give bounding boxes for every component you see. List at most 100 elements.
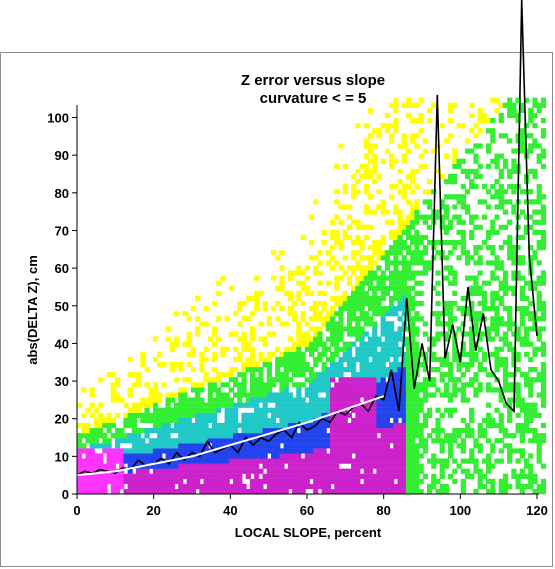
density-cell [110,387,116,393]
density-cell [359,306,365,312]
density-cell [490,224,496,230]
density-cell [418,478,424,485]
density-cell [473,438,479,444]
density-cell [207,382,213,388]
density-cell [325,280,331,286]
density-cell [372,489,378,495]
density-cell [363,402,369,408]
density-cell [211,356,218,363]
density-cell [186,377,192,383]
density-cell [313,489,319,495]
density-cell [216,453,222,459]
density-cell [414,402,420,408]
density-cell [300,433,306,439]
density-cell [275,397,281,403]
density-cell [283,351,289,357]
density-cell [249,367,256,373]
density-cell [536,245,542,251]
density-cell [321,239,327,246]
density-cell [144,433,150,439]
density-cell [114,377,121,383]
density-cell [460,204,466,210]
density-cell [486,326,492,332]
density-cell [405,489,412,495]
density-cell [308,336,315,342]
density-cell [317,280,323,286]
density-cell [161,422,167,429]
density-cell [401,260,407,266]
density-cell [216,438,222,444]
density-cell [393,438,399,444]
density-cell [287,402,294,408]
density-cell [486,234,492,241]
density-cell [330,443,336,449]
density-cell [224,372,230,378]
density-cell [355,397,361,403]
density-cell [123,417,129,424]
density-cell [460,199,466,205]
density-cell [435,458,441,464]
density-cell [515,367,521,373]
density-cell [410,489,416,495]
density-cell [342,438,348,444]
density-cell [477,433,483,439]
density-cell [355,321,361,327]
density-cell [380,417,386,424]
density-cell [300,285,306,291]
density-cell [148,402,154,408]
density-cell [249,356,256,363]
density-cell [254,306,260,312]
density-cell [431,189,437,195]
density-cell [199,351,205,357]
density-cell [313,458,319,464]
density-cell [536,184,542,190]
density-cell [203,433,209,439]
density-cell [334,463,340,469]
density-cell [502,285,509,291]
density-cell [372,356,378,363]
density-cell [220,428,226,434]
density-cell [494,311,500,317]
density-cell [77,453,83,459]
density-cell [473,463,479,469]
density-cell [119,433,125,439]
density-cell [473,326,479,332]
density-cell [266,473,272,479]
density-cell [532,123,538,129]
density-cell [422,367,428,373]
density-cell [190,428,197,434]
density-cell [443,204,450,210]
density-cell [367,372,374,378]
density-cell [237,478,243,485]
density-cell [275,346,281,352]
density-cell [237,443,243,449]
density-cell [376,300,382,307]
density-cell [359,285,365,291]
density-cell [528,438,534,444]
density-cell [304,448,310,454]
density-cell [207,463,213,469]
density-cell [249,443,256,449]
density-cell [511,351,517,357]
density-cell [317,438,323,444]
density-cell [456,428,462,434]
density-cell [283,443,289,449]
density-cell [207,407,213,413]
density-cell [330,341,336,347]
density-cell [85,483,91,490]
density-cell [106,463,112,469]
density-cell [414,280,420,286]
density-cell [405,453,412,459]
y-tick-label: 10 [55,449,69,464]
density-cell [410,463,416,469]
density-cell [342,229,348,235]
density-cell [258,483,264,490]
density-cell [110,392,116,398]
density-cell [536,458,542,464]
density-cell [152,489,159,495]
density-cell [266,377,272,383]
density-cell [401,133,407,139]
density-cell [397,453,403,459]
density-cell [228,372,234,378]
